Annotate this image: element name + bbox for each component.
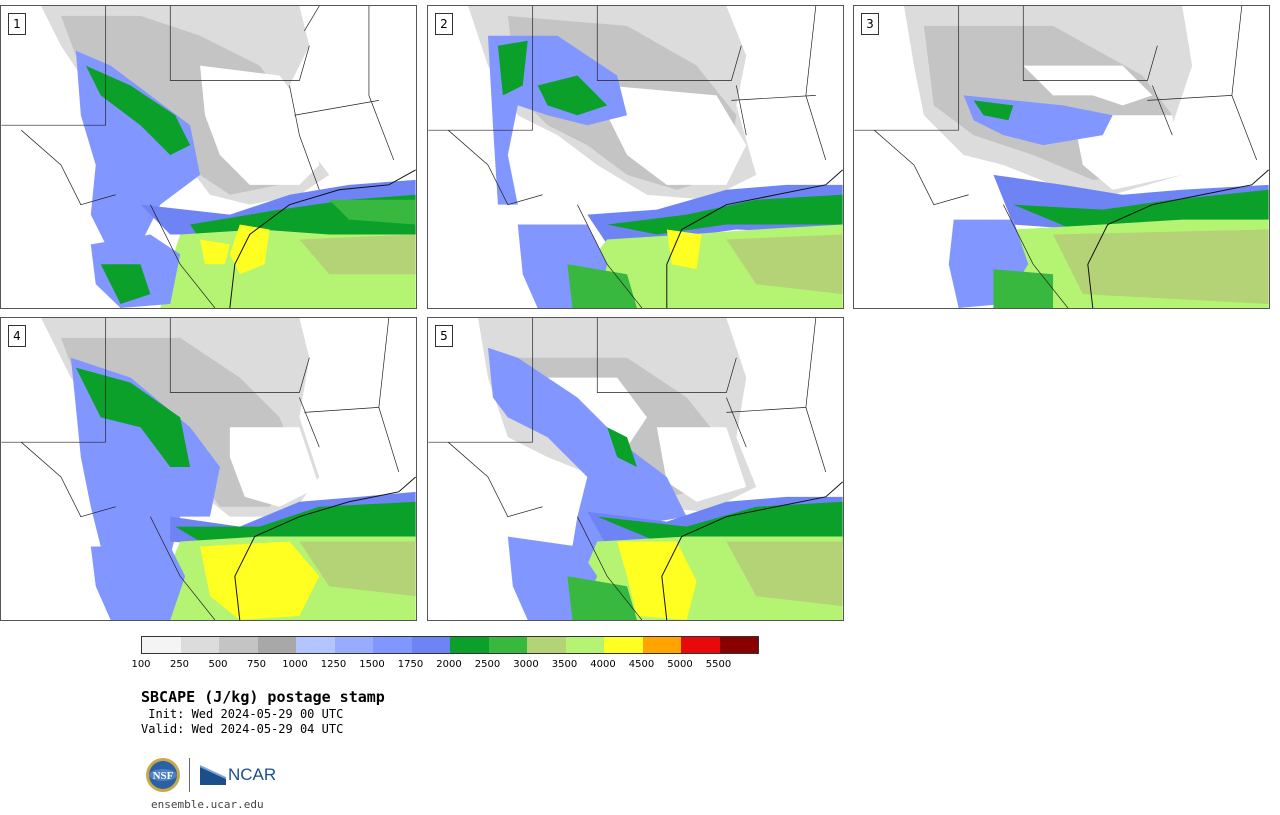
cape-map-4: [1, 318, 416, 620]
ncar-logo-icon: [200, 765, 226, 785]
cape-map-5: [428, 318, 843, 620]
logo-divider: [189, 758, 190, 792]
colorbar-tick-label: 1000: [282, 659, 308, 670]
colorbar-tick-label: 2500: [474, 659, 501, 670]
colorbar-swatch: [257, 637, 296, 653]
member-panel-5: 5: [427, 317, 844, 621]
colorbar-swatch: [719, 637, 758, 653]
colorbar-tick-label: 750: [246, 659, 267, 670]
nsf-logo-icon: NSF: [146, 758, 180, 792]
colorbar-tick-label: 3500: [551, 659, 578, 670]
colorbar-tick-label: 2000: [436, 659, 462, 670]
logo-row: NSF NCAR: [145, 757, 276, 793]
init-time: Init: Wed 2024-05-29 00 UTC: [141, 707, 344, 721]
colorbar-swatch: [180, 637, 219, 653]
colorbar-tick-label: 100: [131, 659, 151, 670]
colorbar-tick-label: 1750: [397, 659, 424, 670]
ncar-logo-text: NCAR: [228, 765, 277, 784]
colorbar-tick-label: 4500: [628, 659, 655, 670]
colorbar-swatch: [219, 637, 258, 653]
colorbar-swatch: [604, 637, 643, 653]
colorbar-tick-label: 4000: [590, 659, 616, 670]
colorbar-swatch: [142, 637, 181, 653]
panel-number: 3: [861, 13, 879, 35]
member-panel-4: 4: [0, 317, 417, 621]
colorbar-tick-label: 5000: [667, 659, 693, 670]
valid-time: Valid: Wed 2024-05-29 04 UTC: [141, 722, 344, 736]
colorbar-swatch: [411, 637, 450, 653]
colorbar-swatch: [373, 637, 412, 653]
member-panel-2: 2: [427, 5, 844, 309]
member-panel-1: 1: [0, 5, 417, 309]
panel-number: 1: [8, 13, 26, 35]
site-url: ensemble.ucar.edu: [151, 798, 264, 811]
colorbar-swatch: [565, 637, 604, 653]
cape-map-1: [1, 6, 416, 308]
colorbar-tick-label: 5500: [705, 659, 732, 670]
cape-map-2: [428, 6, 843, 308]
colorbar-swatch: [334, 637, 373, 653]
panel-number: 4: [8, 325, 26, 347]
panel-number: 5: [435, 325, 453, 347]
svg-text:NSF: NSF: [153, 770, 174, 782]
panel-number: 2: [435, 13, 453, 35]
colorbar-tick-label: 1250: [320, 659, 347, 670]
colorbar-swatch: [296, 637, 335, 653]
cape-colorbar: [141, 636, 759, 654]
colorbar-swatch: [488, 637, 527, 653]
colorbar-tick-label: 500: [208, 659, 228, 670]
colorbar-swatch: [450, 637, 489, 653]
colorbar-tick-label: 3000: [513, 659, 539, 670]
colorbar-swatch: [681, 637, 720, 653]
colorbar-swatch: [527, 637, 566, 653]
colorbar-swatch: [642, 637, 681, 653]
colorbar-tick-label: 1500: [359, 659, 385, 670]
member-panel-3: 3: [853, 5, 1270, 309]
chart-title: SBCAPE (J/kg) postage stamp: [141, 688, 385, 706]
colorbar-tick-label: 250: [169, 659, 190, 670]
cape-map-3: [854, 6, 1269, 308]
colorbar-tick-labels: 100 250 500 750 1000 1250 1500 1750 2000 2500 3000…: [131, 659, 761, 673]
